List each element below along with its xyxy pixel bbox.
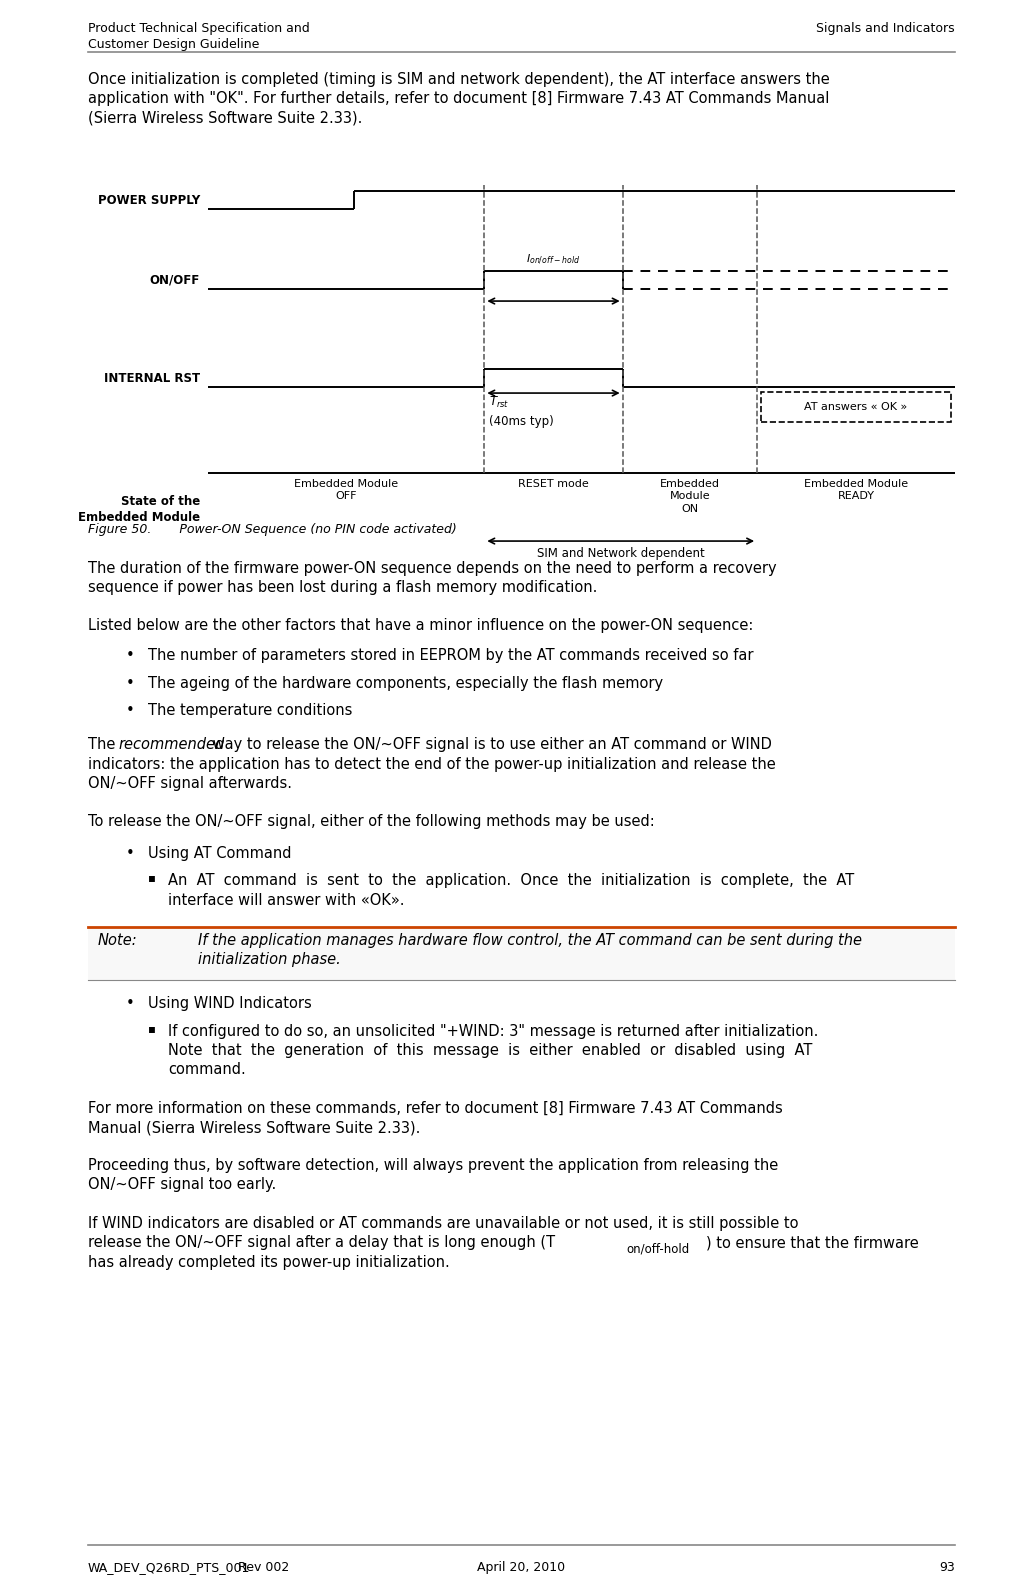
- Text: has already completed its power-up initialization.: has already completed its power-up initi…: [88, 1255, 450, 1270]
- Text: INTERNAL RST: INTERNAL RST: [104, 372, 200, 385]
- Text: For more information on these commands, refer to document [8] Firmware 7.43 AT C: For more information on these commands, …: [88, 1100, 783, 1135]
- Text: recommended: recommended: [118, 736, 224, 752]
- Text: $T_{rst}$: $T_{rst}$: [489, 396, 510, 410]
- Text: The number of parameters stored in EEPROM by the AT commands received so far: The number of parameters stored in EEPRO…: [148, 647, 753, 663]
- Text: •: •: [126, 996, 134, 1012]
- Text: Once initialization is completed (timing is SIM and network dependent), the AT i: Once initialization is completed (timing…: [88, 71, 830, 125]
- Text: AT answers « OK »: AT answers « OK »: [805, 402, 908, 412]
- Text: 93: 93: [939, 1561, 955, 1574]
- Text: If WIND indicators are disabled or AT commands are unavailable or not used, it i: If WIND indicators are disabled or AT co…: [88, 1216, 799, 1230]
- Text: on/off-hold: on/off-hold: [626, 1243, 690, 1255]
- Text: SIM and Network dependent: SIM and Network dependent: [537, 548, 705, 560]
- Text: •: •: [126, 647, 134, 663]
- Text: ON/~OFF signal afterwards.: ON/~OFF signal afterwards.: [88, 776, 292, 792]
- Text: If the application manages hardware flow control, the AT command can be sent dur: If the application manages hardware flow…: [198, 932, 862, 967]
- Text: Figure 50.       Power-ON Sequence (no PIN code activated): Figure 50. Power-ON Sequence (no PIN cod…: [88, 522, 457, 537]
- Text: way to release the ON/~OFF signal is to use either an AT command or WIND: way to release the ON/~OFF signal is to …: [208, 736, 771, 752]
- Text: Proceeding thus, by software detection, will always prevent the application from: Proceeding thus, by software detection, …: [88, 1159, 778, 1192]
- Text: The duration of the firmware power-ON sequence depends on the need to perform a : The duration of the firmware power-ON se…: [88, 560, 776, 595]
- Text: •: •: [126, 703, 134, 719]
- Text: Using AT Command: Using AT Command: [148, 845, 291, 861]
- Text: Embedded Module
OFF: Embedded Module OFF: [294, 480, 398, 502]
- Text: RESET mode: RESET mode: [518, 480, 588, 489]
- Text: ▪: ▪: [148, 1021, 156, 1035]
- Text: indicators: the application has to detect the end of the power-up initialization: indicators: the application has to detec…: [88, 757, 775, 771]
- Text: ) to ensure that the firmware: ) to ensure that the firmware: [706, 1235, 919, 1251]
- Text: •: •: [126, 676, 134, 690]
- Text: If configured to do so, an unsolicited "+WIND: 3" message is returned after init: If configured to do so, an unsolicited "…: [168, 1024, 818, 1076]
- Text: ▪: ▪: [148, 871, 156, 885]
- Text: To release the ON/~OFF signal, either of the following methods may be used:: To release the ON/~OFF signal, either of…: [88, 814, 655, 829]
- Text: POWER SUPPLY: POWER SUPPLY: [98, 193, 200, 206]
- Text: State of the
Embedded Module: State of the Embedded Module: [78, 495, 200, 524]
- Text: Embedded
Module
ON: Embedded Module ON: [660, 480, 720, 514]
- Text: •: •: [126, 845, 134, 861]
- Text: $I_{on/off-hold}$: $I_{on/off-hold}$: [527, 253, 580, 268]
- Text: The: The: [88, 736, 120, 752]
- Bar: [88, 926, 955, 980]
- Text: Product Technical Specification and
Customer Design Guideline: Product Technical Specification and Cust…: [88, 22, 309, 51]
- FancyBboxPatch shape: [761, 393, 951, 423]
- Text: WA_DEV_Q26RD_PTS_001: WA_DEV_Q26RD_PTS_001: [88, 1561, 251, 1574]
- Text: release the ON/~OFF signal after a delay that is long enough (T: release the ON/~OFF signal after a delay…: [88, 1235, 555, 1251]
- Text: The ageing of the hardware components, especially the flash memory: The ageing of the hardware components, e…: [148, 676, 663, 690]
- Text: April 20, 2010: April 20, 2010: [477, 1561, 565, 1574]
- Text: Note:: Note:: [98, 932, 137, 948]
- Text: ON/OFF: ON/OFF: [150, 274, 200, 287]
- Text: The temperature conditions: The temperature conditions: [148, 703, 353, 719]
- Text: An  AT  command  is  sent  to  the  application.  Once  the  initialization  is : An AT command is sent to the application…: [168, 874, 854, 907]
- Text: Listed below are the other factors that have a minor influence on the power-ON s: Listed below are the other factors that …: [88, 617, 753, 633]
- Text: (40ms typ): (40ms typ): [489, 415, 554, 427]
- Text: Embedded Module
READY: Embedded Module READY: [804, 480, 908, 502]
- Text: Using WIND Indicators: Using WIND Indicators: [148, 996, 311, 1012]
- Text: Signals and Indicators: Signals and Indicators: [816, 22, 955, 35]
- Text: Rev 002: Rev 002: [238, 1561, 289, 1574]
